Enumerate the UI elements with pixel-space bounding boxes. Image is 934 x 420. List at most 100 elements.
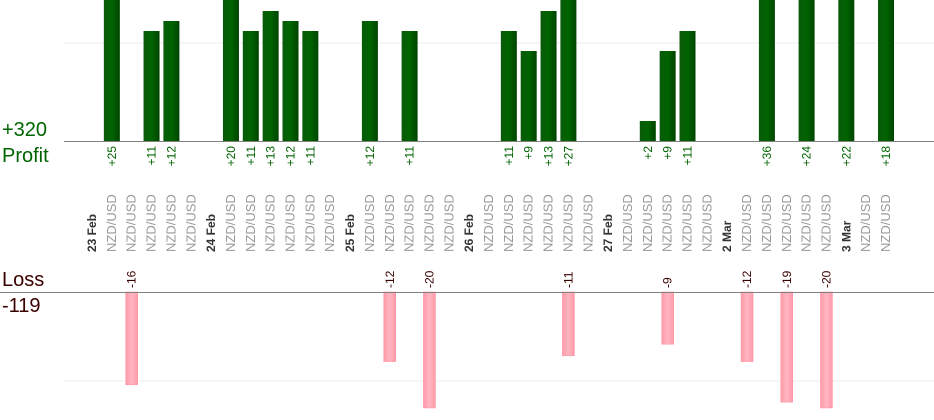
profit-value-label: +13 [264, 146, 278, 167]
profit-value-label: +11 [681, 146, 695, 166]
profit-label: Profit [2, 145, 49, 167]
profit-value-label: +12 [164, 146, 178, 167]
loss-value-label: -9 [661, 277, 675, 288]
profit-value-label: +11 [303, 146, 317, 166]
date-label: 3 Mar [839, 220, 853, 252]
symbol-label: NZD/USD [441, 194, 456, 252]
profit-bar [262, 11, 279, 141]
symbol-label: NZD/USD [799, 194, 814, 252]
symbol-label: NZD/USD [421, 194, 436, 252]
profit-bar [282, 21, 299, 141]
symbol-label: NZD/USD [163, 194, 178, 252]
profit-value-label: +11 [145, 146, 159, 166]
loss-bar [383, 291, 396, 362]
symbol-label: NZD/USD [521, 194, 536, 252]
symbol-label: NZD/USD [560, 194, 575, 252]
date-label: 24 Feb [204, 214, 218, 252]
loss-value-label: -11 [561, 271, 575, 288]
profit-bar [242, 31, 259, 141]
loss-bar [820, 291, 833, 409]
date-label: 2 Mar [720, 220, 734, 252]
symbol-label: NZD/USD [501, 194, 516, 252]
loss-bar [562, 291, 575, 357]
loss-value-label: -12 [740, 270, 754, 288]
symbol-label: NZD/USD [283, 194, 298, 252]
profit-total: +320 [2, 119, 48, 141]
profit-bar [659, 51, 676, 141]
profit-value-label: +36 [760, 146, 774, 167]
profit-bar [639, 121, 656, 141]
profit-value-label: +9 [661, 146, 675, 160]
profit-bar [838, 0, 855, 141]
profit-value-label: +13 [542, 146, 556, 167]
symbol-label: NZD/USD [779, 194, 794, 252]
date-label: 25 Feb [343, 214, 357, 252]
date-label: 23 Feb [85, 214, 99, 252]
loss-value-label: -12 [383, 270, 397, 288]
profit-value-label: +11 [502, 146, 516, 166]
symbol-label: NZD/USD [402, 194, 417, 252]
symbol-label: NZD/USD [660, 194, 675, 252]
symbol-label: NZD/USD [481, 194, 496, 252]
profit-bar [679, 31, 696, 141]
profit-bar [500, 31, 517, 141]
loss-value-label: -20 [422, 270, 436, 288]
profit-value-label: +2 [641, 146, 655, 160]
loss-bar [780, 291, 793, 403]
profit-bar [520, 51, 537, 141]
profit-bar [103, 0, 120, 141]
symbol-label: NZD/USD [858, 194, 873, 252]
profit-value-label: +18 [879, 146, 893, 167]
symbol-label: NZD/USD [144, 194, 159, 252]
profit-bar [302, 31, 319, 141]
profit-value-label: +11 [244, 146, 258, 166]
symbol-label: NZD/USD [878, 194, 893, 252]
symbol-label: NZD/USD [739, 194, 754, 252]
profit-bar [222, 0, 239, 141]
profit-value-label: +20 [224, 146, 238, 167]
profit-value-label: +12 [363, 146, 377, 167]
symbol-label: NZD/USD [620, 194, 635, 252]
symbol-label: NZD/USD [183, 194, 198, 252]
loss-label: Loss [2, 269, 45, 291]
profit-value-label: +25 [105, 146, 119, 167]
loss-bar [423, 291, 436, 409]
loss-value-label: -16 [125, 270, 139, 288]
profit-bar [758, 0, 775, 141]
profit-bar [798, 0, 815, 141]
profit-value-label: +12 [284, 146, 298, 167]
symbol-label: NZD/USD [541, 194, 556, 252]
symbol-label: NZD/USD [302, 194, 317, 252]
symbol-label: NZD/USD [362, 194, 377, 252]
loss-bar [125, 291, 138, 386]
symbol-label: NZD/USD [104, 194, 119, 252]
symbol-label: NZD/USD [818, 194, 833, 252]
symbol-label: NZD/USD [580, 194, 595, 252]
profit-value-label: +27 [561, 146, 575, 167]
date-label: 26 Feb [462, 214, 476, 252]
profit-value-label: +11 [403, 146, 417, 166]
profit-value-label: +24 [800, 146, 814, 167]
symbol-label: NZD/USD [243, 194, 258, 252]
symbol-label: NZD/USD [640, 194, 655, 252]
symbol-label: NZD/USD [124, 194, 139, 252]
symbol-label: NZD/USD [382, 194, 397, 252]
profit-bar [878, 0, 894, 141]
loss-total: -119 [2, 295, 41, 317]
profit-value-label: +22 [839, 146, 853, 167]
symbol-label: NZD/USD [759, 194, 774, 252]
profit-bar [361, 21, 378, 141]
profit-bar [401, 31, 418, 141]
profit-bar [540, 11, 557, 141]
date-label: 27 Feb [601, 214, 615, 252]
symbol-label: NZD/USD [680, 194, 695, 252]
loss-value-label: -20 [819, 270, 833, 288]
loss-bar [661, 291, 674, 345]
profit-bar [143, 31, 160, 141]
loss-bar [740, 291, 754, 362]
symbol-label: NZD/USD [322, 194, 337, 252]
profit-value-label: +9 [522, 146, 536, 160]
symbol-label: NZD/USD [699, 194, 714, 252]
